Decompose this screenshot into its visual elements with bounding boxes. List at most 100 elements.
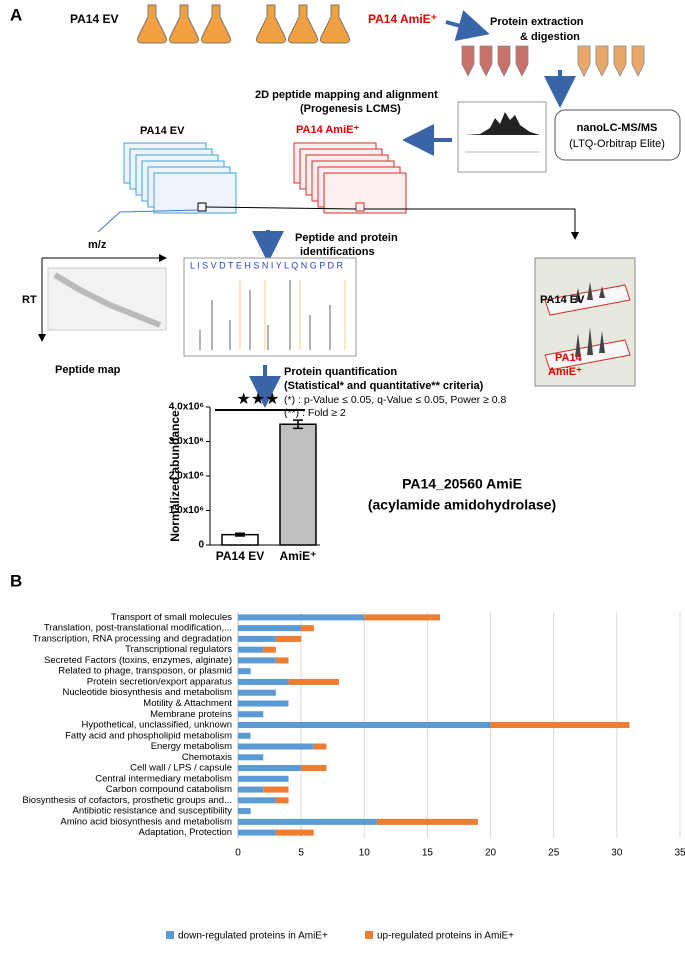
step-label: & digestion: [520, 31, 580, 43]
bar-segment: [275, 797, 289, 804]
x-tick-label: 20: [485, 848, 497, 859]
tubes: [461, 45, 645, 77]
bar-segment: [238, 668, 251, 675]
y-tick-label: Amino acid biosynthesis and metabolism: [60, 816, 232, 827]
peak-panel: [534, 257, 636, 387]
bar-segment: [238, 786, 264, 793]
bar-segment: [238, 614, 365, 621]
y-tick-label: Chemotaxis: [182, 752, 232, 763]
bar-segment: [238, 754, 264, 761]
peak-label: PA14 EV: [540, 294, 585, 306]
bar-segment: [238, 689, 276, 696]
y-tick-label: 3.0x10⁶: [169, 436, 204, 447]
roi: [355, 202, 365, 212]
bar-segment: [238, 678, 289, 685]
x-tick-label: PA14 EV: [216, 549, 264, 563]
annotation: ★★★: [236, 391, 279, 408]
step-label: Protein extraction: [490, 16, 584, 28]
sequence: L I S V D T E H S N I Y L Q N G P D R: [190, 260, 344, 270]
y-tick-label: Translation, post-translational modifica…: [44, 623, 232, 634]
y-tick-label: Transport of small molecules: [111, 612, 232, 623]
bar-segment: [238, 732, 251, 739]
y-tick-label: Motility & Attachment: [143, 698, 232, 709]
legend-swatch: [166, 931, 174, 939]
step-label: (Statistical* and quantitative** criteri…: [284, 380, 484, 392]
step-label: (LTQ-Orbitrap Elite): [569, 138, 665, 150]
y-axis-label: Normalized abundance: [168, 410, 182, 542]
bar-segment: [490, 721, 630, 729]
bar-segment: [301, 625, 314, 632]
x-tick-label: 35: [674, 848, 685, 859]
y-tick-label: Carbon compound catabolism: [106, 784, 232, 795]
axis-label: RT: [22, 294, 37, 306]
map-label: PA14 EV: [140, 125, 185, 137]
strain-label: PA14 AmiE⁺: [368, 12, 437, 26]
peptide-map: [47, 267, 167, 331]
y-tick-label: 1.0x10⁶: [169, 505, 204, 516]
connector: [205, 206, 575, 238]
step-label: (Progenesis LCMS): [300, 103, 401, 115]
y-tick-label: 2.0x10⁶: [169, 471, 204, 482]
step-label: identifications: [300, 246, 375, 258]
y-tick-label: Antibiotic resistance and susceptibility: [73, 806, 233, 817]
x-tick-label: 30: [611, 848, 623, 859]
y-tick-label: Hypothetical, unclassified, unknown: [81, 720, 232, 731]
peak-label: PA14: [555, 352, 583, 364]
legend-label: down-regulated proteins in AmiE+: [178, 931, 328, 942]
panel-label: A: [10, 5, 22, 24]
step-label: 2D peptide mapping and alignment: [255, 89, 438, 101]
bar-segment: [301, 765, 327, 772]
bar-segment: [364, 614, 441, 621]
error-bar: [235, 532, 245, 537]
chromatogram: [457, 101, 547, 173]
bar-segment: [288, 678, 340, 685]
map-stack-amie: [293, 142, 407, 214]
y-tick-label: Related to phage, transposon, or plasmid: [58, 666, 232, 677]
error-bar: [293, 419, 303, 430]
bar-segment: [238, 775, 289, 782]
bar-segment: [238, 765, 302, 772]
x-tick-label: 15: [422, 848, 434, 859]
spectrum: [183, 257, 357, 357]
x-tick-label: 0: [235, 848, 241, 859]
y-tick-label: Transcription, RNA processing and degrad…: [33, 633, 232, 644]
bar-segment: [238, 721, 491, 729]
x-tick-label: 25: [548, 848, 560, 859]
bar-segment: [263, 786, 289, 793]
strain-label: PA14 EV: [70, 12, 118, 26]
bar: [279, 423, 317, 546]
x-tick-label: AmiE⁺: [279, 549, 316, 563]
y-tick-label: 0: [198, 540, 204, 551]
y-tick-label: Secreted Factors (toxins, enzymes, algin…: [44, 655, 232, 666]
bar-segment: [238, 700, 289, 707]
bar-segment: [238, 646, 264, 653]
y-tick-label: Central intermediary metabolism: [95, 773, 232, 784]
protein-name: PA14_20560 AmiE: [402, 476, 522, 492]
y-tick-label: Protein secretion/export apparatus: [87, 676, 232, 687]
caption: Peptide map: [55, 364, 121, 376]
step-label: Protein quantification: [284, 366, 397, 378]
peak-label: AmiE⁺: [548, 366, 582, 378]
y-tick-label: Membrane proteins: [150, 709, 232, 720]
criteria: (**) : Fold ≥ 2: [284, 407, 346, 419]
protein-name: (acylamide amidohydrolase): [368, 497, 556, 513]
legend-label: up-regulated proteins in AmiE+: [377, 931, 514, 942]
y-tick-label: Nucleotide biosynthesis and metabolism: [62, 687, 232, 698]
x-tick-label: 10: [359, 848, 371, 859]
bar-segment: [313, 743, 327, 750]
bar-segment: [238, 743, 314, 750]
y-tick-label: Transcriptional regulators: [125, 644, 232, 655]
bar-segment: [275, 635, 302, 642]
panel-label: B: [10, 571, 22, 590]
legend-swatch: [365, 931, 373, 939]
bar-segment: [238, 829, 276, 836]
y-tick-label: 4.0x10⁶: [169, 402, 204, 413]
map-label: PA14 AmiE⁺: [296, 124, 359, 136]
axis-label: m/z: [88, 239, 107, 251]
bar-segment: [238, 625, 302, 632]
criteria: (*) : p-Value ≤ 0.05, q-Value ≤ 0.05, Po…: [284, 394, 507, 406]
step-label: nanoLC-MS/MS: [577, 122, 658, 134]
y-tick-label: Biosynthesis of cofactors, prosthetic gr…: [22, 795, 232, 806]
bar-segment: [263, 646, 276, 653]
